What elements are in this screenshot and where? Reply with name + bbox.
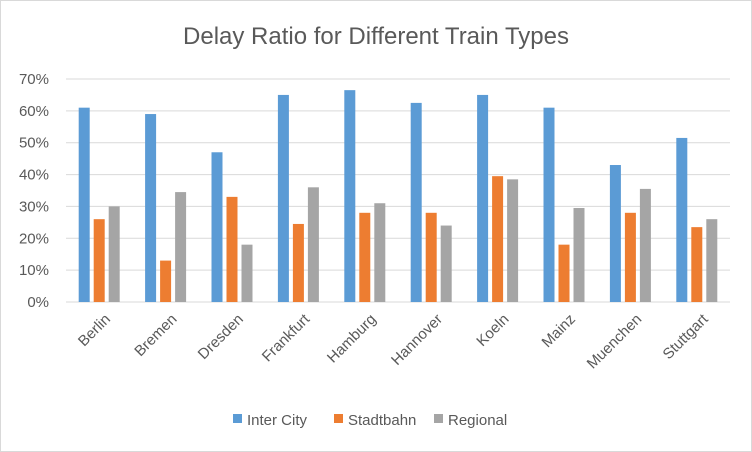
bar-inter-city [344, 90, 356, 303]
bar-stadtbahn [425, 212, 437, 302]
legend-swatch [434, 414, 443, 423]
bar-regional [573, 208, 585, 302]
y-axis: 0% 10% 20% 30% 40% 50% 60% 70% [19, 71, 49, 311]
y-tick-label: 30% [19, 198, 49, 215]
legend-label: Stadtbahn [348, 412, 416, 429]
bar-inter-city [78, 107, 90, 303]
bar-regional [374, 203, 386, 302]
bar-regional [108, 206, 120, 302]
bar-stadtbahn [624, 212, 636, 302]
x-tick-label: Koeln [473, 311, 512, 350]
legend-swatch [233, 414, 242, 423]
bars [78, 90, 718, 303]
x-tick-label: Bremen [131, 311, 180, 360]
y-tick-label: 70% [19, 71, 49, 88]
x-tick-label: Berlin [75, 311, 114, 350]
legend: Inter City Stadtbahn Regional [233, 412, 507, 429]
bar-stadtbahn [160, 260, 172, 302]
chart-title: Delay Ratio for Different Train Types [183, 23, 569, 50]
legend-label: Regional [448, 412, 507, 429]
y-tick-label: 40% [19, 167, 49, 184]
bar-stadtbahn [691, 227, 703, 302]
legend-label: Inter City [247, 412, 308, 429]
bar-inter-city [543, 107, 555, 303]
legend-swatch [334, 414, 343, 423]
x-axis: Berlin Bremen Dresden Frankfurt Hamburg Hanno… [66, 301, 730, 373]
bar-regional [507, 179, 519, 302]
y-tick-label: 60% [19, 103, 49, 120]
bar-inter-city [277, 94, 289, 302]
bar-stadtbahn [226, 196, 238, 302]
x-tick-label: Frankfurt [259, 310, 314, 365]
y-tick-label: 0% [27, 294, 49, 311]
bar-inter-city [145, 114, 157, 303]
y-tick-label: 10% [19, 262, 49, 279]
bar-inter-city [211, 152, 223, 302]
bar-regional [440, 225, 452, 302]
bar-inter-city [676, 137, 688, 302]
bar-inter-city [410, 102, 422, 303]
bar-regional [175, 192, 187, 302]
bar-inter-city [609, 165, 621, 302]
bar-regional [639, 188, 651, 302]
bar-stadtbahn [93, 219, 105, 302]
bar-stadtbahn [492, 176, 504, 302]
y-tick-label: 50% [19, 135, 49, 152]
bar-regional [307, 187, 319, 302]
bar-regional [706, 219, 718, 302]
x-tick-label: Hamburg [324, 311, 380, 367]
x-tick-label: Mainz [539, 311, 579, 351]
bar-inter-city [477, 94, 489, 302]
bar-stadtbahn [359, 212, 371, 302]
bar-stadtbahn [558, 244, 570, 302]
y-tick-label: 20% [19, 230, 49, 247]
x-tick-label: Stuttgart [660, 310, 713, 363]
bar-regional [241, 244, 253, 302]
bar-stadtbahn [292, 223, 304, 302]
x-tick-label: Dresden [195, 311, 247, 363]
x-tick-label: Hannover [388, 311, 446, 369]
x-tick-label: Muenchen [584, 311, 646, 373]
